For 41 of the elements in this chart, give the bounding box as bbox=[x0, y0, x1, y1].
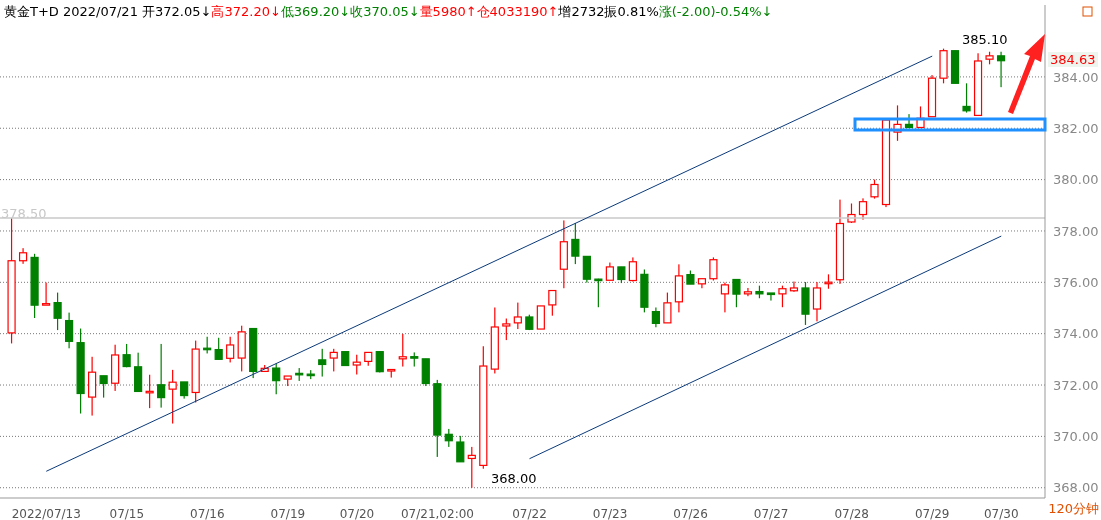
x-tick-label: 2022/07/13 bbox=[11, 507, 81, 520]
candlestick bbox=[720, 282, 730, 313]
y-tick-label: 380.00 bbox=[1053, 172, 1099, 188]
annotation: 低369.20↓ bbox=[280, 4, 351, 19]
x-tick-label: 07/28 bbox=[834, 507, 869, 520]
y-tick-label: 374.00 bbox=[1053, 326, 1099, 342]
candlestick bbox=[996, 51, 1006, 88]
x-tick-label: 07/20 bbox=[339, 507, 375, 520]
x-tick-label: 07/26 bbox=[673, 507, 708, 520]
x-tick-label: 07/16 bbox=[190, 507, 225, 520]
annotation: 368.00 bbox=[491, 471, 537, 486]
y-tick-label: 368.00 bbox=[1053, 480, 1099, 496]
candlestick bbox=[789, 281, 799, 292]
x-tick-label: 07/27 bbox=[753, 507, 789, 520]
x-tick-label: 07/15 bbox=[109, 507, 145, 520]
annotation: 量5980↑ bbox=[419, 4, 477, 19]
annotation: 开372.05↓ bbox=[142, 4, 212, 19]
candlestick bbox=[41, 282, 51, 306]
y-tick-label: 384.00 bbox=[1053, 69, 1099, 85]
annotation: 仓4033190↑ bbox=[476, 4, 559, 19]
annotation: 增2732 bbox=[558, 4, 605, 19]
x-tick-label: 07/23 bbox=[592, 507, 628, 520]
annotation: 385.10 bbox=[962, 32, 1008, 47]
chart-title: 黄金T+D 2022/07/21 bbox=[4, 4, 139, 19]
x-tick-label: 07/22 bbox=[512, 507, 547, 520]
x-tick-label: 07/19 bbox=[270, 507, 306, 520]
text: 384.63 bbox=[1048, 52, 1098, 67]
x-tick-label: 07/30 bbox=[983, 507, 1019, 520]
y-tick-label: 376.00 bbox=[1053, 274, 1099, 290]
y-tick-label: 370.00 bbox=[1053, 428, 1099, 444]
x-tick-label: 07/29 bbox=[914, 507, 950, 520]
annotation: 高372.20↓ bbox=[211, 4, 281, 19]
annotation: 收370.05↓ bbox=[350, 4, 420, 19]
annotation: 涨(-2.00)-0.54%↓ bbox=[658, 4, 773, 19]
annotation: 振0.81% bbox=[604, 4, 659, 19]
x-tick-label: 07/21,02:00 bbox=[400, 507, 474, 520]
y-tick-label: 372.00 bbox=[1053, 377, 1099, 393]
y-tick-label: 382.00 bbox=[1053, 120, 1099, 136]
y-tick-label: 378.00 bbox=[1053, 223, 1099, 239]
candlestick bbox=[766, 292, 776, 301]
text: 120分钟 bbox=[1048, 500, 1099, 518]
